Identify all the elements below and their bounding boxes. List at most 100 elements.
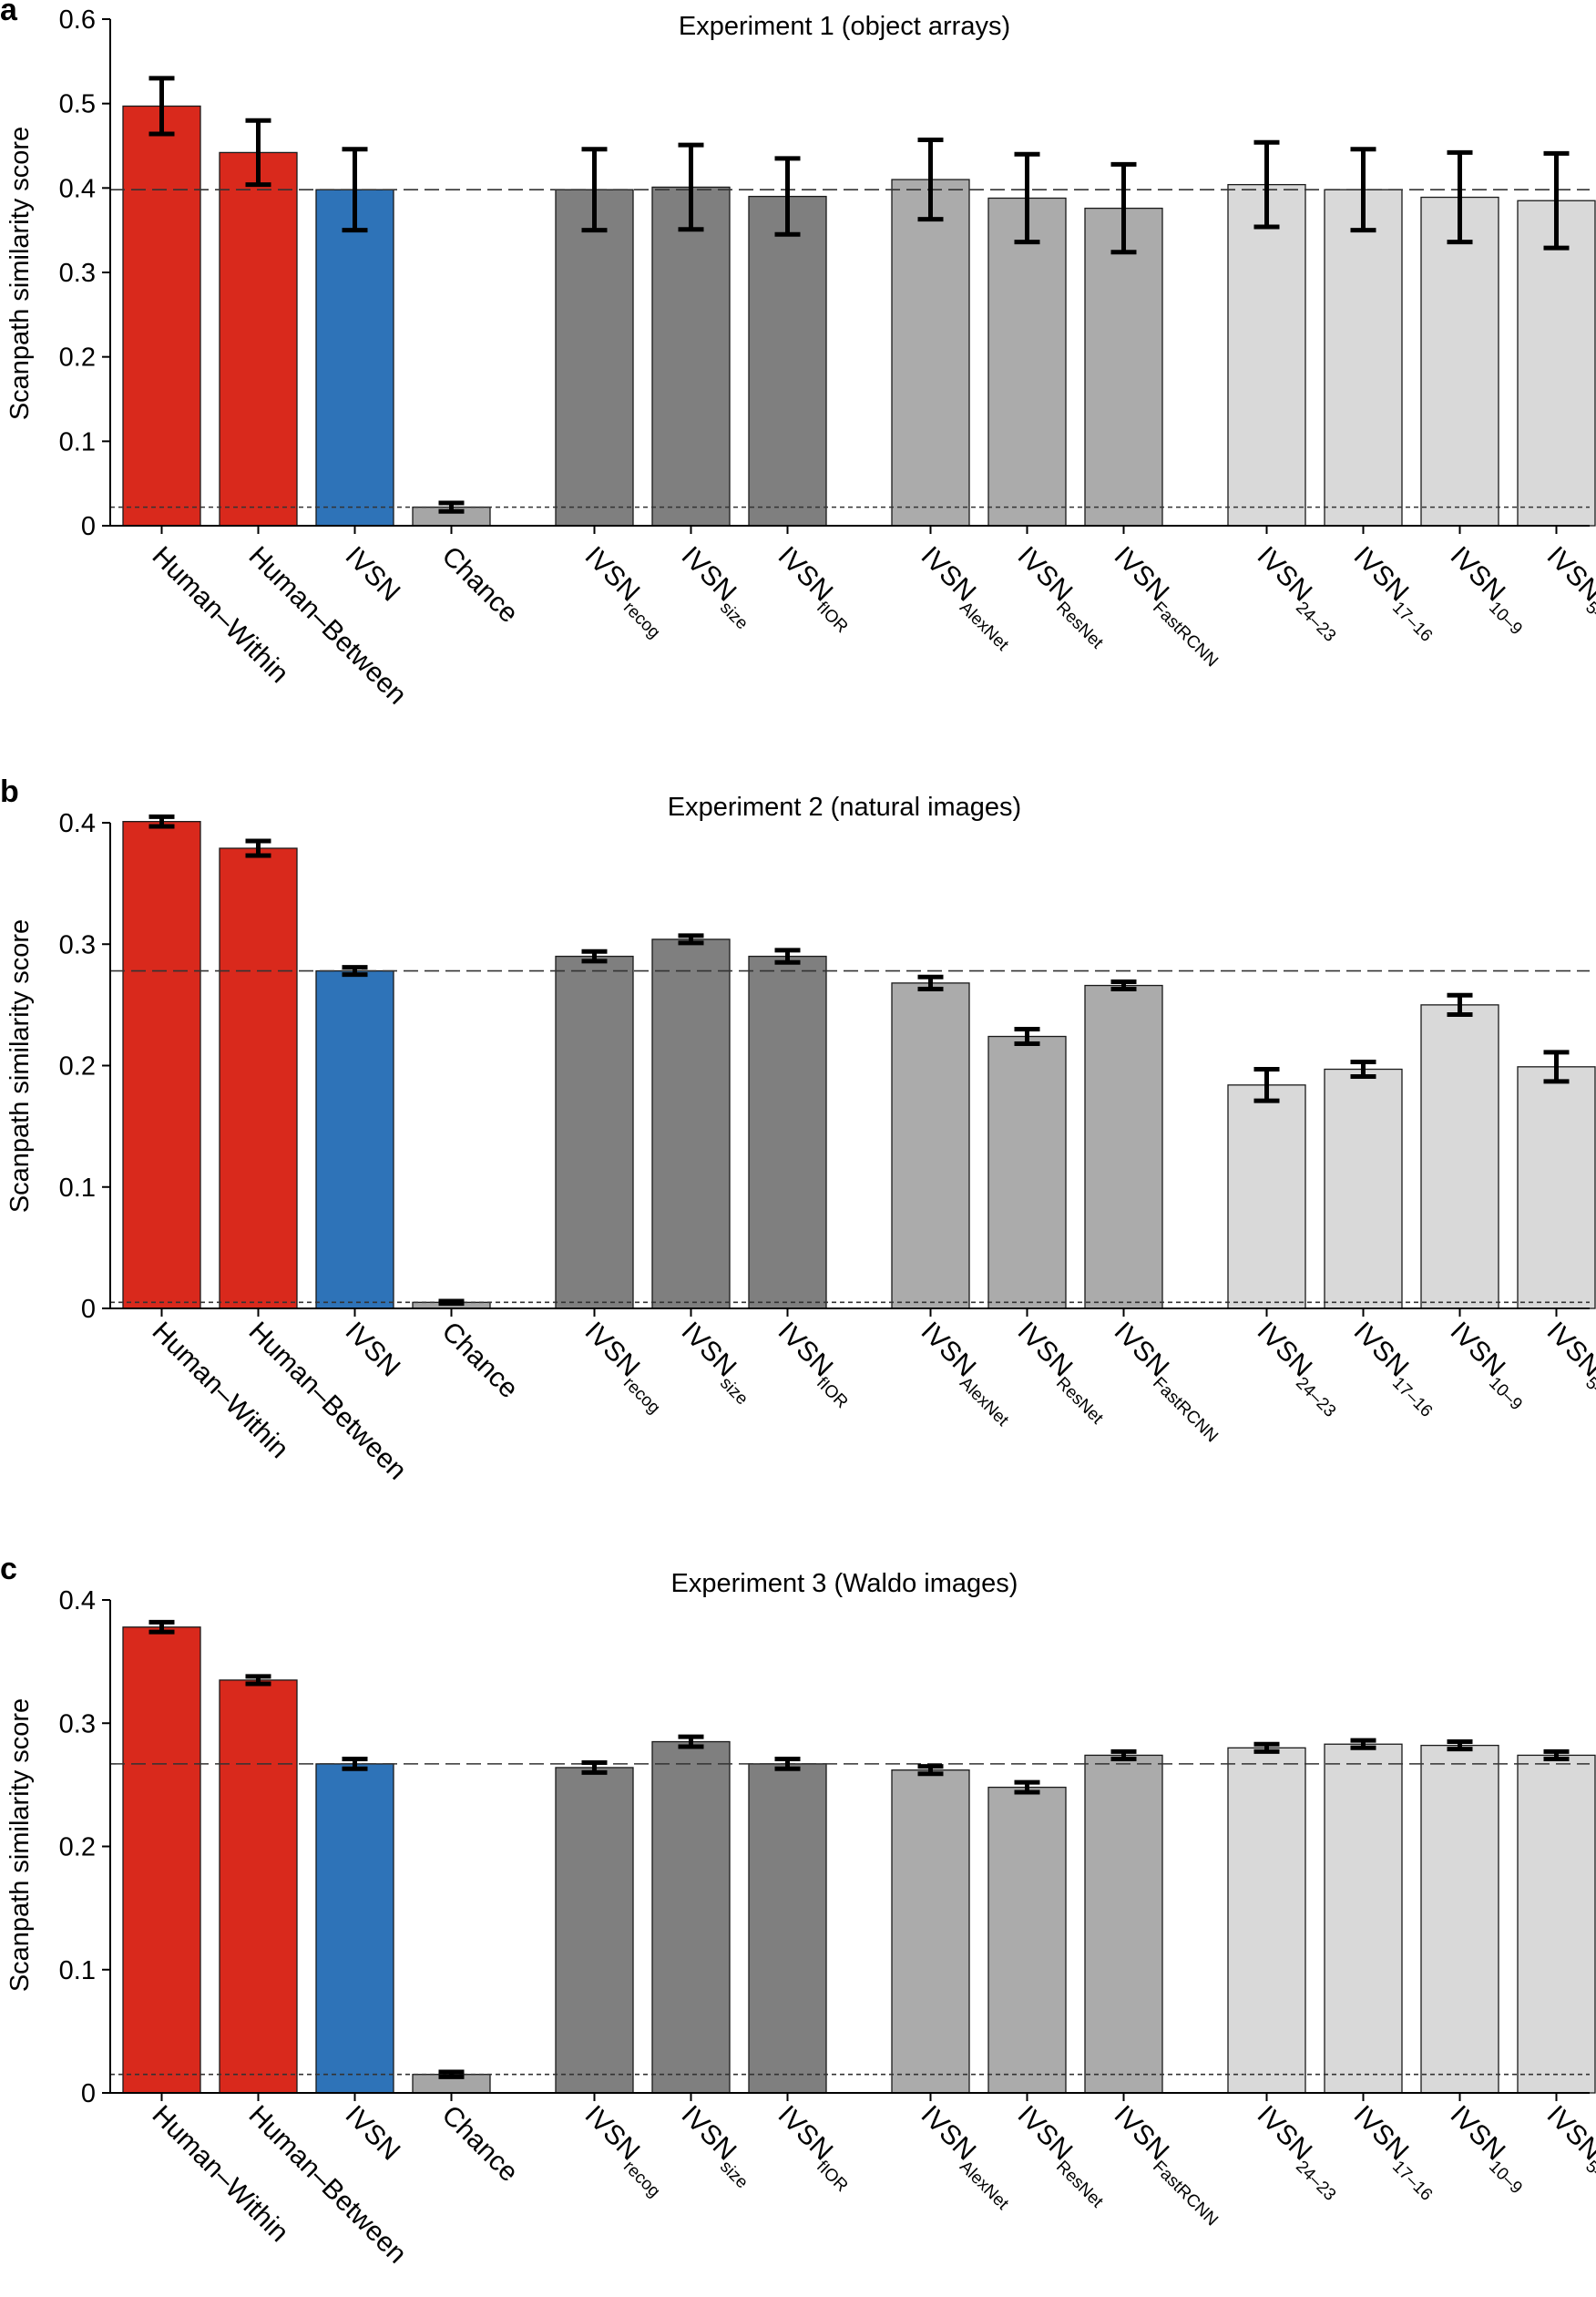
bar (1420, 1004, 1499, 1309)
y-tick-label: 0.3 (59, 930, 96, 959)
x-tick-label: IVSN (340, 541, 406, 608)
error-bar (917, 138, 944, 222)
error-bar (148, 76, 175, 137)
y-tick-label: 0.3 (59, 259, 96, 288)
x-tick-label: IVSN10–9 (1440, 541, 1539, 640)
bar (1084, 984, 1163, 1309)
bar (748, 955, 827, 1309)
bar (122, 821, 201, 1309)
error-bar (438, 500, 465, 514)
x-tick-label: IVSN24–23 (1247, 541, 1352, 646)
x-tick-label: IVSNResNet (1008, 1317, 1120, 1429)
x-tick-label: IVSNrecog (575, 2100, 676, 2201)
x-tick-label: IVSNFastRCNN (1104, 1317, 1234, 1447)
bar (651, 186, 731, 527)
error-bar (438, 1298, 465, 1307)
bar (1324, 1743, 1403, 2094)
bar (1324, 189, 1403, 527)
x-tick-label: IVSN (340, 2100, 406, 2167)
x-tick-label: IVSNfIOR (768, 1317, 864, 1412)
x-tick-label: IVSNrecog (575, 1317, 676, 1418)
error-bar (1014, 151, 1040, 245)
error-bar (1543, 1748, 1570, 1761)
error-bar (342, 147, 368, 233)
error-bar (1253, 1741, 1280, 1754)
y-tick-label: 0.5 (59, 90, 96, 119)
chart-panel-a: a Experiment 1 (object arrays) Scanpath si… (0, 0, 1596, 711)
x-tick-label: IVSNFastRCNN (1104, 2100, 1234, 2230)
bar (891, 1769, 970, 2094)
bar (651, 938, 731, 1309)
y-tick-label: 0 (81, 512, 96, 541)
x-tick-label: IVSN5–4 (1537, 1317, 1596, 1409)
error-bar (678, 1734, 704, 1749)
x-tick-label: IVSNResNet (1008, 2100, 1120, 2212)
x-tick-label: IVSNsize (671, 541, 764, 634)
bar (219, 151, 298, 527)
error-bar (245, 838, 271, 858)
x-tick-label: IVSN24–23 (1247, 1317, 1352, 1421)
x-tick-label: IVSN (340, 1317, 406, 1383)
error-bar (1447, 149, 1473, 245)
bar (1227, 1084, 1306, 1309)
error-bar (1110, 1748, 1137, 1761)
x-tick-label: IVSN10–9 (1440, 1317, 1539, 1415)
x-tick-label: IVSN17–16 (1344, 541, 1448, 646)
bar (748, 195, 827, 527)
error-bar (245, 1674, 271, 1687)
bar (1517, 1754, 1596, 2094)
x-tick-label: IVSNAlexNet (911, 541, 1025, 655)
bar (315, 189, 394, 527)
y-tick-label: 0 (81, 2079, 96, 2108)
error-bar (581, 949, 608, 964)
error-bar (1014, 1027, 1040, 1047)
error-bar (581, 147, 608, 233)
bar (1324, 1068, 1403, 1309)
x-tick-label: Chance (436, 1317, 524, 1404)
bar (122, 105, 201, 527)
error-bar (1447, 1739, 1473, 1752)
bar (987, 1035, 1067, 1309)
bar (1420, 196, 1499, 527)
y-tick-label: 0.2 (59, 1833, 96, 1862)
x-tick-label: IVSNAlexNet (911, 2100, 1025, 2214)
error-bar (342, 965, 368, 978)
bar (122, 1626, 201, 2094)
chart-title: Experiment 1 (object arrays) (679, 12, 1010, 41)
x-tick-label: IVSNsize (671, 2100, 764, 2193)
error-bar (1543, 150, 1570, 251)
error-bar (678, 142, 704, 232)
error-bar (917, 1764, 944, 1777)
x-tick-label: IVSN17–16 (1344, 2100, 1448, 2205)
error-bar (148, 814, 175, 829)
x-tick-label: IVSN5–4 (1537, 541, 1596, 633)
bar (555, 955, 634, 1309)
x-tick-label: IVSNrecog (575, 541, 676, 642)
x-tick-label: Chance (436, 2100, 524, 2188)
error-bar (342, 1756, 368, 1771)
bar (315, 969, 394, 1309)
error-bar (1253, 139, 1280, 230)
error-bar (1447, 992, 1473, 1018)
x-tick-label: IVSNfIOR (768, 541, 864, 637)
bar (315, 1763, 394, 2094)
error-bar (678, 933, 704, 946)
y-tick-label: 0.4 (59, 174, 96, 203)
y-tick-label: 0.1 (59, 1174, 96, 1203)
x-tick-label: IVSN24–23 (1247, 2100, 1352, 2205)
chart-title: Experiment 3 (Waldo images) (671, 1569, 1018, 1598)
bar (748, 1763, 827, 2094)
bar (1420, 1744, 1499, 2094)
panel-letter: c (0, 1552, 17, 1586)
x-tick-label: IVSNfIOR (768, 2100, 864, 2196)
error-bar (1110, 979, 1137, 992)
y-tick-label: 0.6 (59, 5, 96, 35)
y-tick-label: 0.2 (59, 344, 96, 373)
bar (1227, 1747, 1306, 2094)
error-bar (245, 118, 271, 188)
error-bar (438, 2069, 465, 2079)
x-tick-label: IVSNAlexNet (911, 1317, 1025, 1430)
x-tick-label: IVSNFastRCNN (1104, 541, 1234, 672)
y-tick-label: 0.4 (59, 809, 96, 838)
